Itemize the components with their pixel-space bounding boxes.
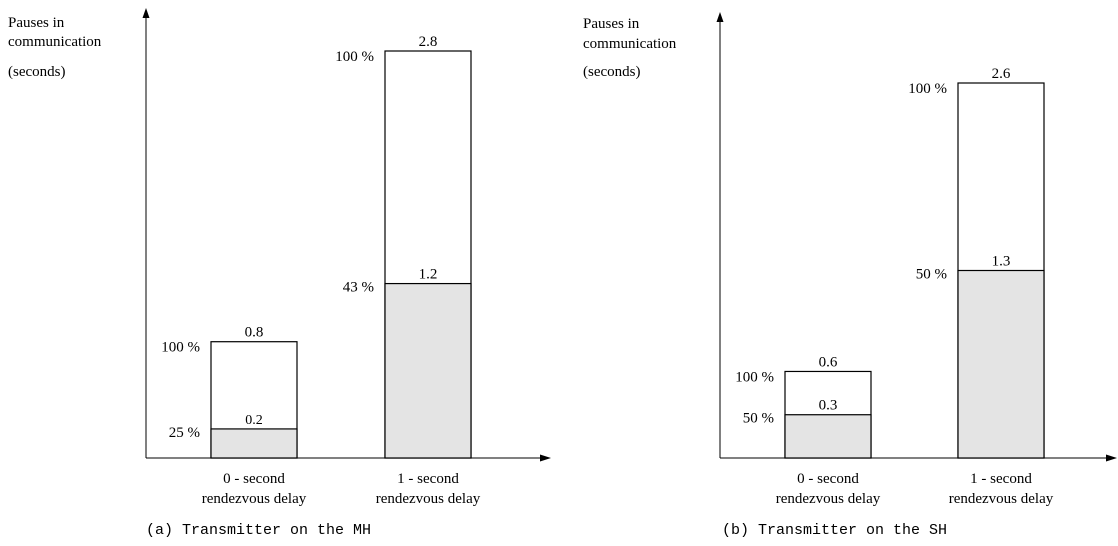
y-axis-label-line-1: Pauses in [8, 15, 65, 31]
part-pct-label-0: 50 % [743, 411, 774, 427]
total-pct-label-0: 100 % [735, 369, 774, 385]
total-value-label-0: 0.6 [819, 354, 838, 370]
part-value-label-0: 0.3 [819, 398, 838, 414]
category-label-1-line-1: 1 - second [397, 471, 459, 487]
bar-part-0 [210, 428, 298, 459]
chart-panel-mh: Pauses in communication (seconds) 0.8 0.… [8, 8, 551, 539]
category-label-1-line-1: 1 - second [970, 471, 1032, 487]
part-value-label-1: 1.3 [992, 254, 1011, 270]
x-axis-arrow [1106, 454, 1117, 462]
part-value-label-0: 0.2 [245, 413, 263, 428]
part-pct-label-1: 43 % [343, 280, 374, 296]
x-axis-arrow [540, 454, 551, 462]
total-pct-label-1: 100 % [335, 49, 374, 65]
category-label-0-line-2: rendezvous delay [776, 491, 881, 507]
y-axis-label-line-3: (seconds) [8, 64, 65, 80]
total-value-label-1: 2.8 [419, 34, 438, 50]
total-pct-label-1: 100 % [908, 81, 947, 97]
caption: (b) Transmitter on the SH [722, 522, 947, 539]
category-label-0-line-1: 0 - second [797, 471, 859, 487]
y-axis-arrow [716, 12, 724, 22]
y-axis-label-line-2: communication [583, 36, 677, 52]
part-pct-label-1: 50 % [916, 267, 947, 283]
caption: (a) Transmitter on the MH [146, 522, 371, 539]
y-axis-label-line-2: communication [8, 34, 102, 50]
chart-panel-sh: Pauses in communication (seconds) 0.6 0.… [583, 12, 1117, 539]
category-label-0-line-2: rendezvous delay [202, 491, 307, 507]
total-pct-label-0: 100 % [161, 340, 200, 356]
category-label-0-line-1: 0 - second [223, 471, 285, 487]
y-axis-label-line-1: Pauses in [583, 16, 640, 32]
total-value-label-1: 2.6 [992, 66, 1011, 82]
y-axis-arrow [142, 8, 150, 18]
category-label-1-line-2: rendezvous delay [376, 491, 481, 507]
total-value-label-0: 0.8 [245, 325, 264, 341]
category-label-1-line-2: rendezvous delay [949, 491, 1054, 507]
part-pct-label-0: 25 % [169, 425, 200, 441]
bar-part-1 [384, 282, 472, 459]
part-value-label-1: 1.2 [419, 267, 438, 283]
bar-part-0 [784, 414, 872, 459]
bar-part-1 [957, 269, 1045, 459]
y-axis-label-line-3: (seconds) [583, 64, 640, 80]
